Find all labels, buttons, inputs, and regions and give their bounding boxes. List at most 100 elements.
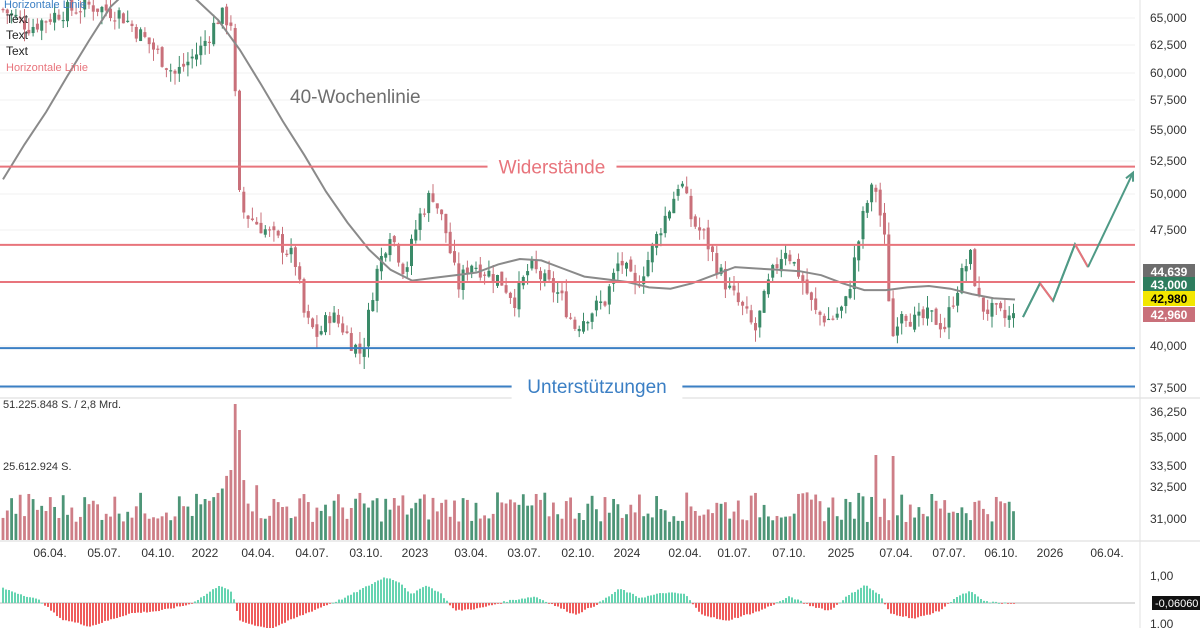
volume-bar[interactable]	[517, 504, 521, 540]
volume-bar[interactable]	[186, 506, 190, 540]
oscillator-bar[interactable]	[26, 596, 28, 603]
oscillator-bar[interactable]	[83, 603, 85, 626]
volume-bar[interactable]	[724, 502, 727, 540]
candle[interactable]	[195, 42, 198, 67]
oscillator-bar[interactable]	[824, 603, 826, 611]
volume-bar[interactable]	[990, 521, 994, 540]
oscillator-bar[interactable]	[479, 603, 481, 608]
oscillator-bar[interactable]	[962, 593, 964, 603]
oscillator-bar[interactable]	[383, 577, 385, 603]
oscillator-bar[interactable]	[923, 603, 925, 616]
oscillator-bar[interactable]	[266, 603, 268, 628]
volume-bar[interactable]	[401, 495, 405, 540]
volume-bar[interactable]	[917, 507, 921, 540]
oscillator-bar[interactable]	[815, 603, 817, 608]
volume-bar[interactable]	[431, 497, 435, 540]
oscillator-bar[interactable]	[602, 600, 604, 603]
oscillator-bar[interactable]	[593, 603, 595, 607]
candle[interactable]	[766, 273, 770, 298]
volume-bar[interactable]	[444, 499, 448, 540]
oscillator-bar[interactable]	[839, 602, 841, 604]
candle[interactable]	[779, 249, 783, 278]
volume-bar[interactable]	[491, 513, 495, 540]
candle[interactable]	[895, 317, 899, 344]
candle[interactable]	[625, 261, 628, 277]
oscillator-bar[interactable]	[581, 603, 583, 613]
candle[interactable]	[74, 3, 78, 15]
oscillator-bar[interactable]	[344, 597, 346, 603]
volume-bar[interactable]	[100, 519, 104, 540]
candle[interactable]	[384, 251, 388, 262]
oscillator-bar[interactable]	[362, 587, 364, 603]
oscillator-bar[interactable]	[536, 597, 538, 603]
candle[interactable]	[199, 36, 203, 65]
volume-bar[interactable]	[857, 492, 861, 540]
oscillator-bar[interactable]	[692, 603, 694, 605]
volume-bar[interactable]	[177, 496, 181, 540]
oscillator-bar[interactable]	[8, 590, 10, 603]
oscillator-bar[interactable]	[260, 603, 262, 627]
candle[interactable]	[311, 317, 315, 329]
oscillator-bar[interactable]	[299, 603, 301, 616]
volume-bar[interactable]	[835, 516, 839, 540]
oscillator-bar[interactable]	[497, 603, 499, 604]
oscillator-bar[interactable]	[716, 603, 718, 619]
candle[interactable]	[182, 53, 186, 72]
oscillator-bar[interactable]	[689, 600, 691, 603]
candle[interactable]	[926, 295, 929, 326]
oscillator-bar[interactable]	[941, 603, 943, 610]
oscillator-bar[interactable]	[590, 603, 592, 608]
candle[interactable]	[70, 0, 74, 16]
volume-bar[interactable]	[620, 517, 624, 540]
volume-bar[interactable]	[259, 518, 263, 540]
oscillator-bar[interactable]	[185, 603, 187, 606]
oscillator-bar[interactable]	[542, 600, 544, 603]
candle[interactable]	[655, 231, 659, 256]
oscillator-bar[interactable]	[860, 587, 862, 603]
oscillator-bar[interactable]	[608, 596, 610, 603]
oscillator-bar[interactable]	[845, 596, 847, 603]
candle[interactable]	[143, 27, 147, 39]
candle[interactable]	[448, 222, 452, 255]
oscillator-bar[interactable]	[980, 598, 982, 603]
volume-bar[interactable]	[199, 504, 203, 540]
oscillator-bar[interactable]	[629, 592, 631, 603]
volume-bar[interactable]	[483, 515, 486, 540]
oscillator-bar[interactable]	[305, 603, 307, 614]
candle[interactable]	[590, 312, 594, 330]
candle[interactable]	[797, 253, 800, 279]
candle[interactable]	[1003, 299, 1007, 327]
oscillator-bar[interactable]	[209, 591, 211, 603]
oscillator-bar[interactable]	[911, 603, 913, 619]
oscillator-bar[interactable]	[695, 603, 697, 608]
volume-bar[interactable]	[693, 510, 697, 540]
oscillator-bar[interactable]	[152, 603, 154, 612]
oscillator-bar[interactable]	[635, 596, 637, 603]
candle[interactable]	[921, 306, 925, 326]
oscillator-bar[interactable]	[203, 596, 205, 603]
oscillator-bar[interactable]	[395, 581, 397, 603]
volume-bar[interactable]	[397, 505, 400, 540]
oscillator-bar[interactable]	[533, 596, 535, 603]
oscillator-bar[interactable]	[917, 603, 919, 618]
oscillator-bar[interactable]	[785, 598, 787, 603]
candle[interactable]	[229, 15, 233, 31]
volume-bar[interactable]	[44, 511, 48, 540]
volume-bar[interactable]	[294, 516, 297, 540]
candle[interactable]	[332, 306, 336, 324]
volume-bar[interactable]	[298, 498, 302, 540]
volume-bar[interactable]	[732, 511, 736, 540]
volume-bar[interactable]	[810, 499, 813, 540]
oscillator-bar[interactable]	[728, 603, 730, 621]
candle[interactable]	[315, 315, 319, 349]
oscillator-bar[interactable]	[458, 603, 460, 610]
oscillator-bar[interactable]	[287, 603, 289, 621]
oscillator-bar[interactable]	[530, 597, 532, 603]
candle[interactable]	[250, 207, 254, 222]
volume-bar[interactable]	[487, 518, 491, 540]
volume-bar[interactable]	[147, 518, 151, 540]
volume-bar[interactable]	[474, 502, 478, 540]
volume-bar[interactable]	[715, 502, 719, 540]
volume-bar[interactable]	[478, 518, 482, 540]
volume-bar[interactable]	[668, 521, 671, 540]
